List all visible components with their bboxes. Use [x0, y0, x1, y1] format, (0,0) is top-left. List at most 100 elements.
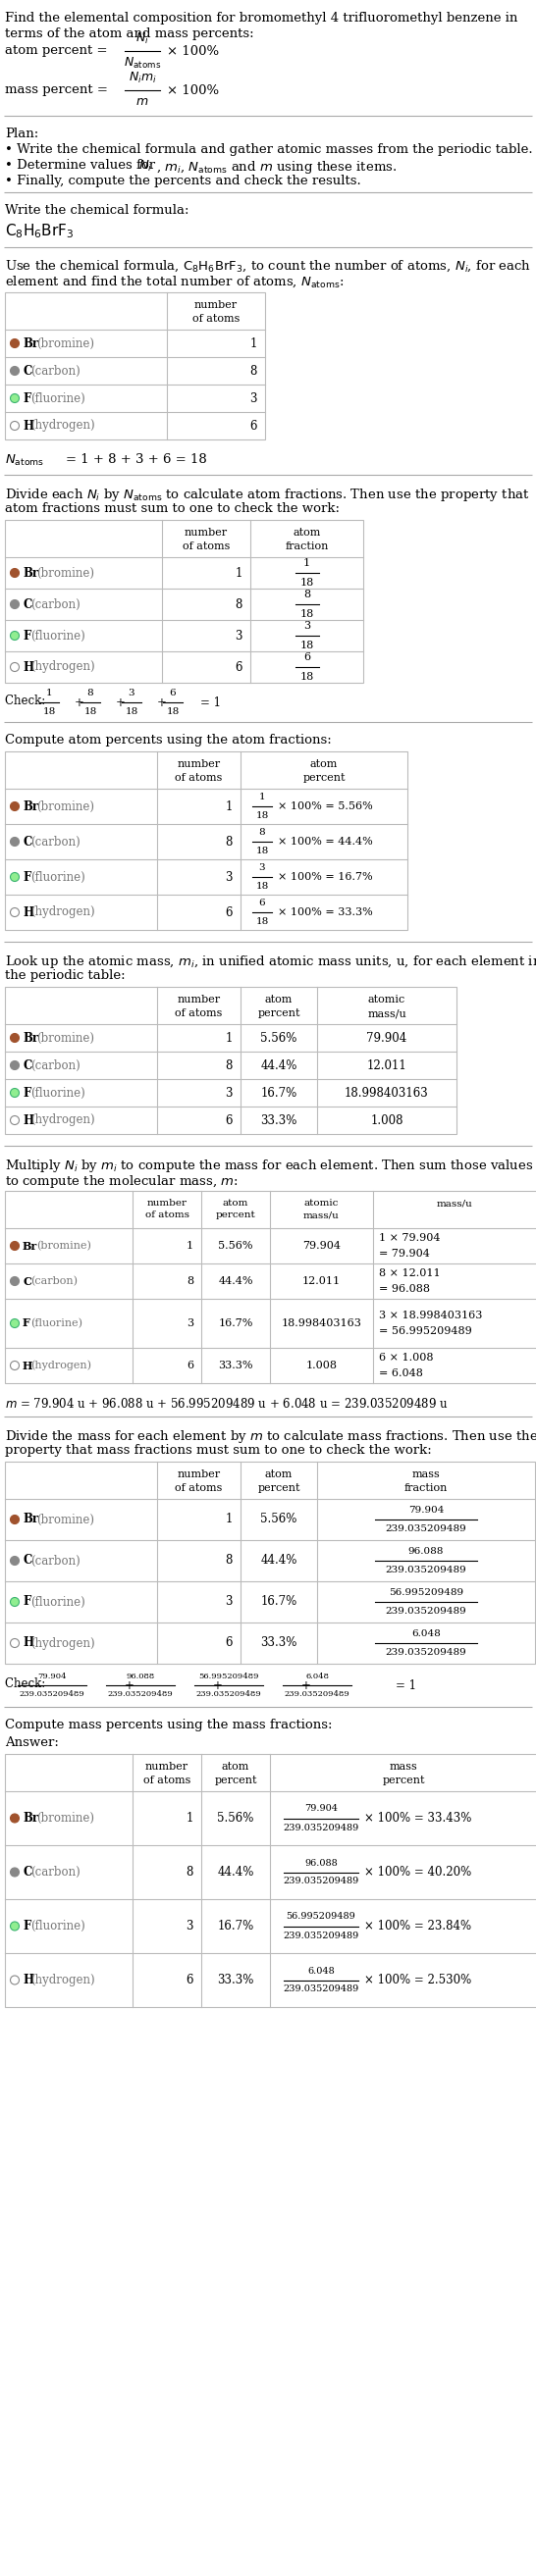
Text: terms of the atom and mass percents:: terms of the atom and mass percents: [5, 28, 254, 41]
Text: fraction: fraction [285, 541, 329, 551]
Circle shape [10, 1061, 19, 1069]
Text: Divide the mass for each element by $m$ to calculate mass fractions. Then use th: Divide the mass for each element by $m$ … [5, 1427, 536, 1445]
Text: C: C [23, 1275, 31, 1285]
Text: percent: percent [382, 1775, 425, 1785]
Text: 6: 6 [303, 652, 310, 662]
Text: • Determine values for: • Determine values for [5, 160, 159, 173]
Circle shape [10, 662, 19, 672]
Text: C: C [23, 598, 32, 611]
Text: 6 × 1.008: 6 × 1.008 [379, 1352, 434, 1363]
Text: 239.035209489: 239.035209489 [385, 1607, 467, 1615]
Text: 79.904: 79.904 [302, 1242, 341, 1252]
Text: of atoms: of atoms [175, 773, 222, 783]
Text: (fluorine): (fluorine) [31, 1319, 83, 1329]
Text: 96.088: 96.088 [304, 1857, 338, 1868]
Text: Br: Br [23, 801, 39, 811]
Text: number: number [177, 760, 220, 770]
Text: H: H [23, 659, 33, 672]
Text: 3: 3 [259, 863, 265, 873]
Text: 18.998403163: 18.998403163 [345, 1087, 429, 1100]
Text: percent: percent [215, 1211, 256, 1218]
Text: +: + [157, 696, 167, 708]
Text: 1 × 79.904: 1 × 79.904 [379, 1234, 440, 1242]
Text: mass: mass [389, 1762, 418, 1772]
Text: Plan:: Plan: [5, 129, 39, 139]
Text: 8: 8 [186, 1865, 193, 1878]
Text: $m$ = 79.904 u + 96.088 u + 56.995209489 u + 6.048 u = 239.035209489 u: $m$ = 79.904 u + 96.088 u + 56.995209489… [5, 1396, 448, 1412]
Text: mass/u: mass/u [367, 1007, 406, 1018]
Text: percent: percent [214, 1775, 257, 1785]
Text: percent: percent [257, 1007, 300, 1018]
Text: 16.7%: 16.7% [217, 1919, 254, 1932]
Text: F: F [23, 1919, 31, 1932]
Text: 239.035209489: 239.035209489 [284, 1690, 350, 1698]
Circle shape [10, 1515, 19, 1525]
Text: 6: 6 [250, 420, 257, 433]
Text: (carbon): (carbon) [31, 1275, 78, 1285]
Text: mass/u: mass/u [437, 1198, 473, 1208]
Circle shape [10, 873, 19, 881]
Text: 3: 3 [225, 1595, 233, 1607]
Text: 1: 1 [46, 688, 53, 698]
Text: 1: 1 [186, 1811, 193, 1824]
Text: 18: 18 [84, 708, 97, 716]
Text: F: F [23, 871, 31, 884]
Text: Br: Br [23, 1811, 39, 1824]
Text: 18: 18 [300, 641, 314, 649]
Text: (hydrogen): (hydrogen) [31, 1113, 95, 1126]
Text: +: + [301, 1680, 311, 1692]
Text: 18: 18 [300, 577, 314, 587]
Text: H: H [23, 420, 33, 433]
Text: C: C [23, 363, 32, 376]
Text: 18.998403163: 18.998403163 [281, 1319, 362, 1329]
Text: 6.048: 6.048 [306, 1672, 329, 1680]
Text: 33.3%: 33.3% [218, 1360, 253, 1370]
Text: mass: mass [412, 1468, 440, 1479]
Text: 3: 3 [225, 871, 233, 884]
Text: fraction: fraction [404, 1484, 448, 1494]
Circle shape [10, 801, 19, 811]
Text: Check:: Check: [5, 696, 49, 708]
Text: 18: 18 [166, 708, 179, 716]
Text: 44.4%: 44.4% [260, 1059, 297, 1072]
Circle shape [10, 569, 19, 577]
Text: 16.7%: 16.7% [218, 1319, 253, 1329]
Text: 1: 1 [226, 1030, 233, 1043]
Text: (hydrogen): (hydrogen) [31, 1636, 95, 1649]
Text: Write the chemical formula:: Write the chemical formula: [5, 204, 189, 216]
Text: F: F [23, 1595, 31, 1607]
Text: number: number [184, 528, 228, 538]
Text: number: number [177, 1468, 220, 1479]
Text: F: F [23, 629, 31, 641]
Text: Answer:: Answer: [5, 1736, 59, 1749]
Text: 5.56%: 5.56% [217, 1811, 254, 1824]
Text: 8: 8 [187, 1275, 193, 1285]
Text: 239.035209489: 239.035209489 [283, 1878, 359, 1886]
Text: atom: atom [222, 1198, 249, 1208]
Text: 3: 3 [187, 1319, 193, 1329]
Bar [5, 1754, 536, 2007]
Text: 3: 3 [250, 392, 257, 404]
Text: 16.7%: 16.7% [260, 1595, 297, 1607]
Text: 1: 1 [187, 1242, 193, 1252]
Text: (carbon): (carbon) [31, 1059, 80, 1072]
Text: 6: 6 [187, 1360, 193, 1370]
Text: × 100%: × 100% [167, 85, 219, 98]
Circle shape [10, 1638, 19, 1649]
Text: number: number [177, 994, 220, 1005]
Text: 18: 18 [300, 608, 314, 618]
Text: 33.3%: 33.3% [217, 1973, 254, 1986]
Text: atom: atom [222, 1762, 250, 1772]
Text: 1.008: 1.008 [370, 1113, 403, 1126]
Text: = 1: = 1 [200, 696, 221, 708]
Text: of atoms: of atoms [175, 1484, 222, 1494]
Text: 8: 8 [87, 688, 94, 698]
Text: 18: 18 [300, 672, 314, 683]
Circle shape [10, 837, 19, 845]
Circle shape [10, 1814, 19, 1824]
Bar [5, 291, 265, 440]
Bar [5, 1461, 535, 1664]
Text: 79.904: 79.904 [304, 1803, 338, 1814]
Text: $N_i$: $N_i$ [138, 160, 153, 173]
Text: 12.011: 12.011 [367, 1059, 407, 1072]
